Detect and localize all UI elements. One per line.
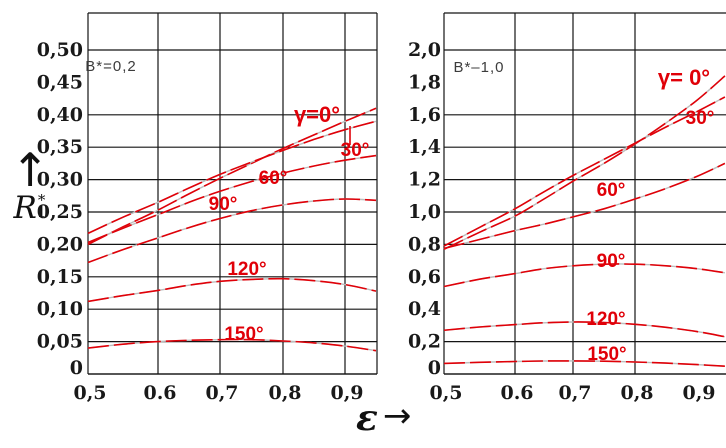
xtick-label: 0,7: [205, 382, 238, 404]
panel-right: 2,0 1,8 1,6 1,4 1,2 1,0 0,8 0,6 0,4 0,2 0 0,5 0.6 0,7…: [408, 12, 726, 404]
x-axis-title: ε →: [356, 396, 412, 439]
ytick-label: 1,4: [408, 136, 441, 158]
curve-label-gamma: 90°: [597, 251, 626, 272]
ytick-label: 0,45: [37, 71, 83, 93]
xtick-label: 0,5: [73, 382, 106, 404]
xtick-label: 0,8: [268, 382, 301, 404]
xtick-label: 0,9: [330, 382, 363, 404]
xtick-label: 0,7: [558, 382, 591, 404]
curve-underlay-gamma-60: [443, 162, 726, 250]
curve-label-gamma: γ= 0°: [658, 65, 710, 90]
y-axis-sub: 1: [36, 203, 47, 222]
epsilon-symbol: ε: [356, 397, 378, 439]
ytick-label: 0,20: [37, 233, 83, 255]
curve-underlay-gamma-0: [87, 107, 377, 246]
panel-b-label: B*–1,0: [453, 59, 504, 76]
ytick-label: 1,8: [408, 71, 441, 93]
y-axis-sup: *: [37, 191, 46, 210]
ytick-label: 0,15: [37, 266, 83, 288]
curve-gamma-0: [87, 107, 377, 246]
ytick-label: 0,25: [37, 201, 83, 223]
ytick-label: 0,30: [37, 169, 83, 191]
ytick-label: 2,0: [408, 39, 441, 61]
ytick-label: 0,8: [408, 233, 441, 255]
y-axis-symbol: R * 1: [2, 193, 58, 224]
ytick-label: 0,35: [37, 136, 83, 158]
y-axis-letter: R: [13, 190, 37, 227]
curve-label-gamma: 120°: [227, 259, 266, 280]
curve-gamma-0: [443, 75, 726, 250]
xtick-label: 0.6: [500, 382, 533, 404]
ytick-label: 1,6: [408, 104, 441, 126]
xtick-label: 0.6: [143, 382, 176, 404]
ytick-label: 1,2: [408, 169, 441, 191]
curve-gamma-120: [443, 321, 726, 338]
right-arrow-icon: →: [382, 396, 412, 436]
ytick-label: 0,05: [37, 331, 83, 353]
xtick-label: 0,8: [620, 382, 653, 404]
curve-label-gamma: 30°: [686, 108, 715, 129]
curve-gamma-150: [443, 360, 725, 367]
ytick-label: 0,6: [408, 266, 441, 288]
xtick-label: 0,5: [429, 382, 462, 404]
curve-gamma-30: [443, 96, 726, 247]
curve-label-gamma: 30°: [341, 140, 370, 161]
curve-gamma-150: [87, 338, 377, 352]
ytick-label: 0: [70, 357, 83, 379]
curve-gamma-90: [87, 198, 377, 264]
curve-label-gamma: 150°: [224, 324, 263, 345]
curve-label-gamma: 60°: [259, 168, 288, 189]
curve-label-gamma: 90°: [209, 194, 238, 215]
curve-gamma-90: [443, 263, 726, 288]
y-axis-title: ↑ R * 1: [2, 143, 58, 224]
curve-label-gamma: γ=0°: [294, 102, 340, 127]
ytick-label: 0,2: [408, 331, 441, 353]
ytick-label: 0,40: [37, 104, 83, 126]
ytick-label: 0,4: [408, 298, 441, 320]
curve-label-gamma: 120°: [586, 309, 625, 330]
curve-gamma-60: [87, 154, 377, 244]
up-arrow-icon: ↑: [10, 143, 50, 197]
curve-underlay-gamma-30: [87, 120, 377, 235]
ytick-label: 0: [428, 357, 441, 379]
curve-gamma-60: [443, 162, 726, 250]
curve-label-gamma: 150°: [587, 344, 626, 365]
panel-left: 0,500,450,400,350,300,250,200,150,100,05…: [37, 12, 378, 404]
ytick-label: 0,50: [37, 39, 83, 61]
curve-gamma-120: [87, 277, 377, 303]
curve-label-gamma: 60°: [597, 180, 626, 201]
y-axis-subsup: * 1: [36, 191, 47, 222]
panel-b-label: B*=0,2: [85, 58, 136, 75]
xtick-label: 0,9: [682, 382, 715, 404]
curve-gamma-30: [87, 120, 377, 235]
ytick-label: 1,0: [408, 201, 441, 223]
ytick-label: 0,10: [37, 298, 83, 320]
